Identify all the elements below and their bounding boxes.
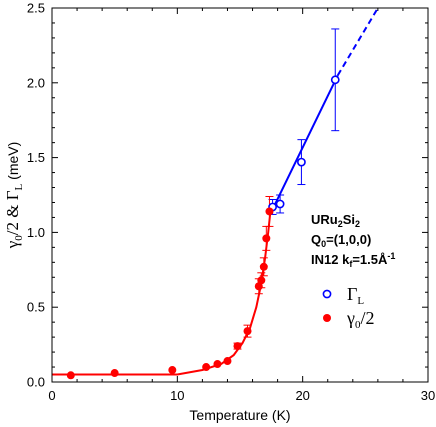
ann-sub: 2 — [355, 219, 360, 229]
gammaL-point — [330, 75, 340, 85]
ann-sub: 0 — [321, 239, 326, 249]
y-label-gamma: γ — [3, 240, 22, 249]
annotation-line-2: Q0=(1,0,0) — [311, 232, 371, 249]
gamma0-point — [233, 342, 242, 351]
legend: ΓL γ0/2 — [322, 284, 374, 331]
x-tick-label: 30 — [421, 388, 435, 403]
x-tick-label: 20 — [295, 388, 309, 403]
ann-text: Si — [343, 212, 355, 227]
ann-sub: 2 — [338, 219, 343, 229]
legend-main: Γ — [347, 284, 357, 304]
x-axis-label: Temperature (K) — [189, 407, 290, 423]
y-label-unit: (meV) — [5, 142, 21, 184]
y-tick-label: 2.0 — [27, 75, 45, 90]
ann-text: =(1,0,0) — [326, 232, 371, 247]
gamma0-point — [213, 360, 222, 369]
gamma0-point — [110, 369, 119, 378]
y-tick-label: 0.5 — [27, 300, 45, 315]
gammaL-point — [275, 199, 285, 209]
y-label-subL: L — [13, 183, 25, 190]
x-tick-label: 0 — [48, 388, 55, 403]
gamma0-point — [66, 371, 75, 380]
legend-label-gamma0: γ0/2 — [346, 308, 374, 331]
gamma0-point — [257, 276, 266, 285]
legend-sub: L — [357, 295, 364, 307]
ann-sub: f — [349, 259, 353, 269]
blue-extrapolation-line — [336, 7, 379, 76]
y-tick-label: 1.5 — [27, 150, 45, 165]
legend-label-gammaL: ΓL — [347, 284, 364, 307]
annotation-line-3: IN12 kf=1.5Å-1 — [311, 251, 395, 269]
x-tick-label: 10 — [170, 388, 184, 403]
gamma0-point — [259, 262, 268, 271]
legend-sub: 0 — [355, 319, 361, 331]
axis-ticks — [51, 7, 429, 383]
ann-sup: -1 — [387, 251, 395, 261]
data-points — [66, 75, 340, 380]
gamma0-point — [168, 366, 177, 375]
blue-fit-line — [269, 74, 339, 215]
y-label-rest: /2 & Γ — [3, 190, 22, 235]
gammaL-point — [297, 157, 306, 167]
gamma0-point — [202, 363, 211, 372]
legend-marker-gammaL — [322, 289, 332, 299]
ann-text: Q — [311, 232, 321, 247]
legend-main: γ — [346, 308, 355, 328]
legend-rest: /2 — [360, 308, 374, 328]
gamma0-point — [243, 327, 252, 336]
ann-text: IN12 k — [311, 252, 350, 267]
y-label-sub0: 0 — [13, 235, 25, 241]
legend-marker-gamma0 — [323, 314, 331, 322]
y-tick-label: 2.5 — [27, 1, 45, 16]
plot-frame — [51, 7, 429, 383]
gamma0-point — [254, 282, 263, 291]
y-axis-label: γ0/2 & ΓL (meV) — [3, 142, 25, 250]
gamma0-point — [265, 207, 274, 216]
annotation-line-1: URu2Si2 — [311, 212, 360, 229]
y-tick-label: 1.0 — [27, 225, 45, 240]
ann-text: =1.5Å — [352, 252, 388, 267]
error-bars — [233, 28, 340, 350]
gamma0-point — [223, 357, 232, 366]
y-tick-label: 0.0 — [27, 375, 45, 390]
gamma0-point — [262, 234, 271, 243]
ann-text: URu — [311, 212, 338, 227]
